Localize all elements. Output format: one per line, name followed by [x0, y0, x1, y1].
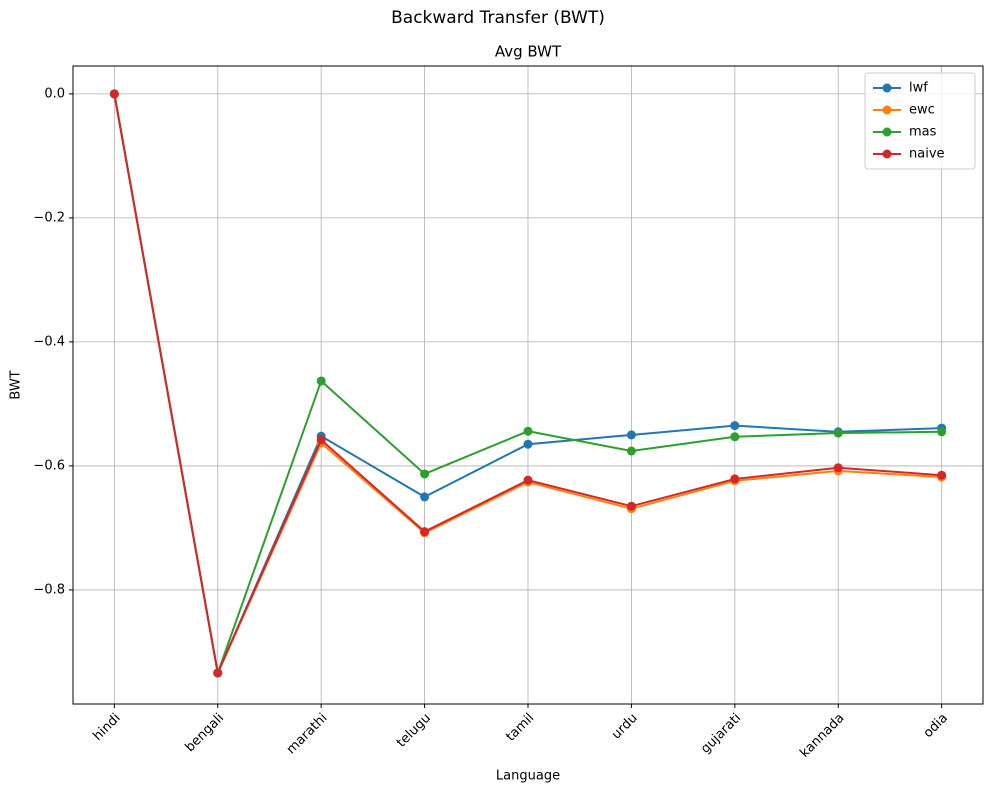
point — [213, 668, 223, 678]
legend-marker — [882, 83, 892, 93]
point — [730, 474, 740, 484]
point — [937, 470, 947, 480]
point — [626, 430, 636, 440]
y-tick-label: −0.2 — [33, 210, 65, 225]
point — [109, 89, 119, 99]
x-tick-label: telugu — [394, 711, 434, 751]
x-tick-label: hindi — [90, 711, 123, 744]
x-tick-label: kannada — [797, 711, 847, 761]
point — [937, 427, 947, 437]
point — [626, 446, 636, 456]
x-tick-label: marathi — [284, 711, 331, 758]
point — [833, 428, 843, 438]
point — [420, 492, 430, 502]
legend-label: naive — [909, 147, 945, 162]
x-tick-label: urdu — [609, 711, 641, 743]
y-tick-label: −0.8 — [33, 582, 65, 597]
point — [316, 376, 326, 386]
y-tick-label: 0.0 — [44, 86, 65, 101]
point — [523, 439, 533, 449]
x-tick-label: tamil — [503, 711, 537, 745]
point — [626, 501, 636, 511]
point — [523, 475, 533, 485]
x-tick-label: gujarati — [698, 711, 744, 757]
legend-marker — [882, 127, 892, 137]
legend-label: ewc — [909, 103, 935, 118]
chart-title: Backward Transfer (BWT) — [391, 8, 605, 28]
point — [730, 432, 740, 442]
y-tick-label: −0.4 — [33, 334, 65, 349]
point — [420, 469, 430, 479]
y-axis-label: BWT — [9, 370, 24, 399]
point — [523, 426, 533, 436]
point — [730, 421, 740, 431]
legend-label: lwf — [909, 81, 928, 96]
axes-title: Avg BWT — [495, 43, 562, 61]
x-tick-label: bengali — [183, 711, 228, 756]
legend-marker — [882, 149, 892, 159]
point — [833, 463, 843, 473]
y-tick-label: −0.6 — [33, 458, 65, 473]
point — [420, 527, 430, 537]
point — [316, 435, 326, 445]
legend-marker — [882, 105, 892, 115]
legend-label: mas — [909, 125, 937, 140]
legend-box — [864, 72, 976, 170]
x-axis-label: Language — [496, 769, 560, 784]
x-tick-label: odia — [921, 711, 951, 741]
plot-frame — [72, 65, 984, 705]
